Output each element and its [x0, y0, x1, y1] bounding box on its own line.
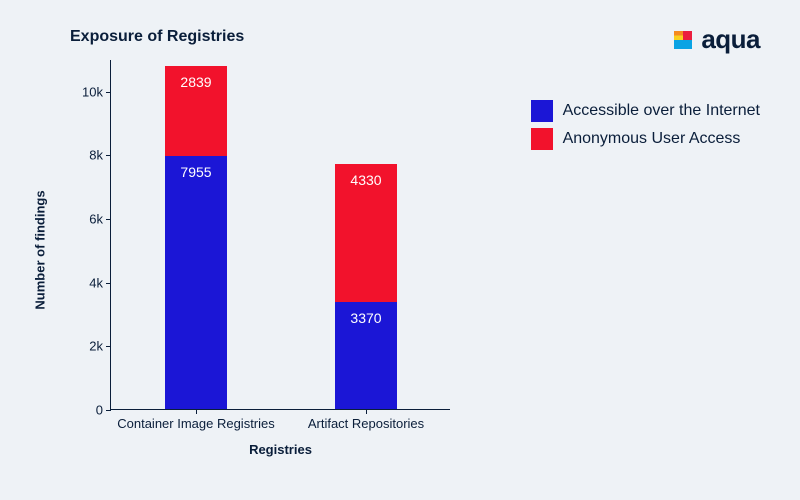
bar-segment: 7955 — [165, 156, 226, 409]
plot-area: Registries 02k4k6k8k10kContainer Image R… — [110, 60, 450, 410]
bar-segment: 2839 — [165, 66, 226, 156]
legend-swatch — [531, 100, 553, 122]
y-tick-mark — [106, 92, 111, 93]
y-tick-label: 4k — [73, 275, 103, 290]
chart-container: Exposure of Registries aqua Number of fi… — [0, 0, 800, 500]
bar-value-label: 7955 — [180, 164, 211, 180]
x-tick-mark — [366, 409, 367, 414]
y-tick-label: 2k — [73, 339, 103, 354]
y-tick-mark — [106, 155, 111, 156]
bar-value-label: 2839 — [180, 74, 211, 90]
x-category-label: Container Image Registries — [117, 416, 275, 431]
legend-label: Accessible over the Internet — [563, 102, 760, 120]
legend-item: Anonymous User Access — [531, 128, 760, 150]
chart-area: Number of findings Registries 02k4k6k8k1… — [70, 60, 450, 440]
brand-logo-text: aqua — [701, 24, 760, 55]
y-tick-label: 10k — [73, 84, 103, 99]
x-category-label: Artifact Repositories — [308, 416, 424, 431]
legend-label: Anonymous User Access — [563, 130, 741, 148]
legend: Accessible over the Internet Anonymous U… — [531, 100, 760, 150]
y-tick-mark — [106, 219, 111, 220]
aqua-logo-icon — [671, 28, 695, 52]
chart-title: Exposure of Registries — [70, 28, 770, 46]
y-axis-label: Number of findings — [33, 190, 48, 309]
y-tick-label: 8k — [73, 148, 103, 163]
bar-segment: 4330 — [335, 164, 396, 302]
bar-value-label: 4330 — [350, 172, 381, 188]
bar-segment: 3370 — [335, 302, 396, 409]
x-tick-mark — [196, 409, 197, 414]
y-tick-mark — [106, 410, 111, 411]
legend-item: Accessible over the Internet — [531, 100, 760, 122]
y-tick-label: 6k — [73, 212, 103, 227]
bar-value-label: 3370 — [350, 310, 381, 326]
y-tick-label: 0 — [73, 403, 103, 418]
x-axis-label: Registries — [249, 442, 312, 457]
brand-logo: aqua — [671, 24, 760, 55]
y-tick-mark — [106, 283, 111, 284]
legend-swatch — [531, 128, 553, 150]
y-tick-mark — [106, 346, 111, 347]
